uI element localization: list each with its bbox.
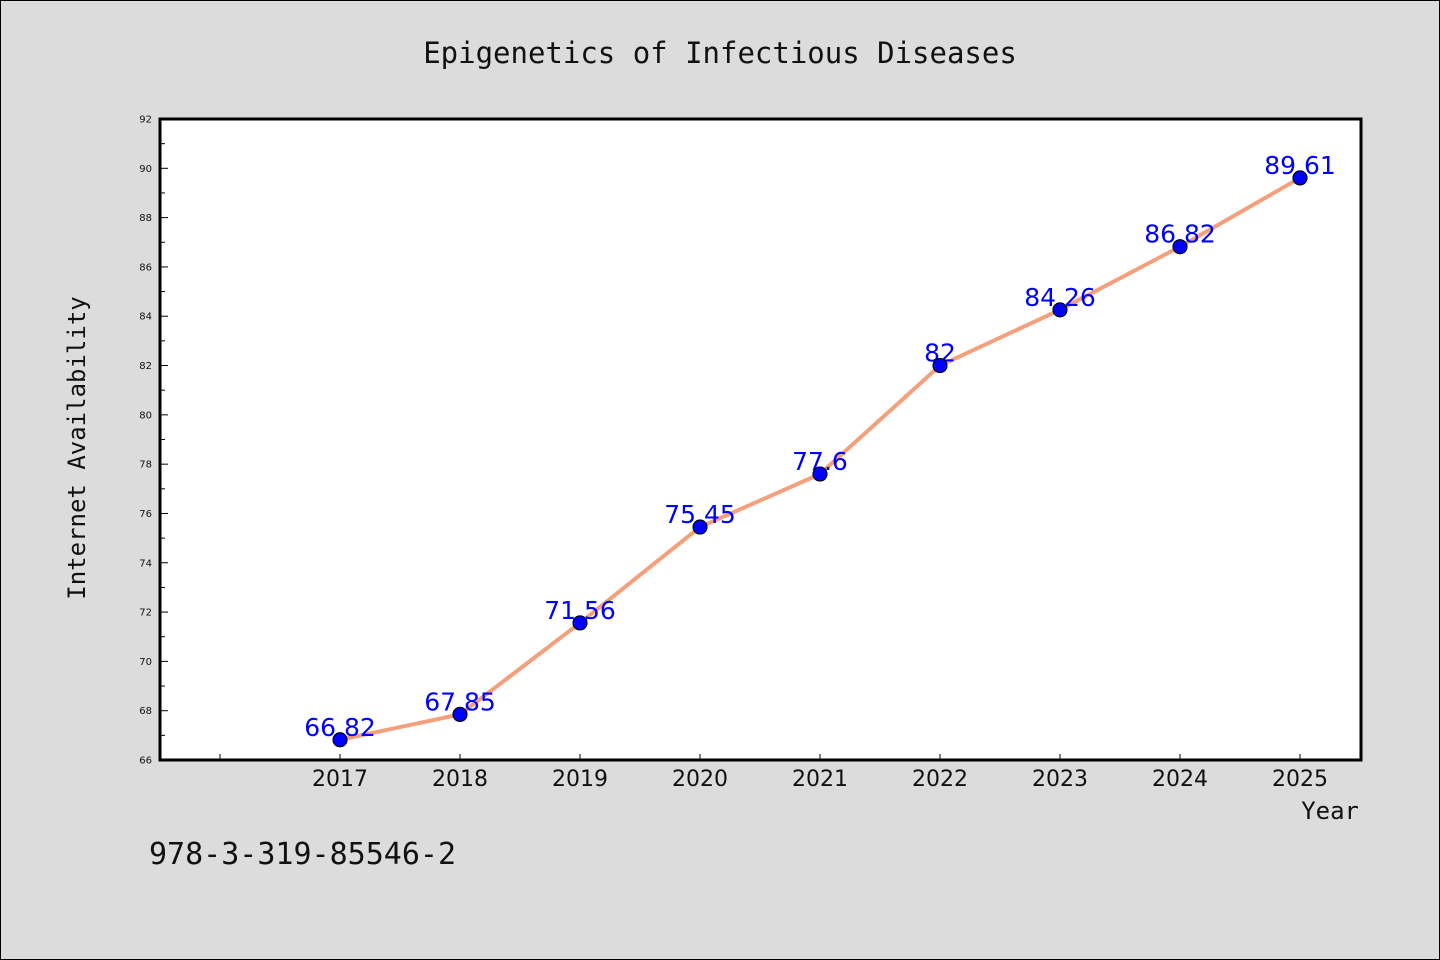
y-tick-label: 80: [139, 410, 152, 421]
y-tick-label: 86: [139, 262, 152, 273]
x-tick-label: 2017: [312, 767, 368, 792]
x-axis: 2017 2018 2019 2020 2021 2022 2023 2024 2025: [219, 754, 1328, 792]
x-tick-label: 2021: [792, 767, 848, 792]
y-tick-label: 90: [139, 164, 152, 175]
y-axis: 66 68 70 72 74 76 78 80 82 84 86 88 90 92: [139, 115, 168, 767]
y-tick-label: 70: [139, 657, 152, 668]
data-point-overlay: [452, 706, 468, 722]
x-tick-label: 2019: [552, 767, 608, 792]
x-tick-label: 2018: [432, 767, 488, 792]
plot-area: [160, 119, 1361, 760]
data-point-overlay: [932, 358, 948, 374]
chart-title: Epigenetics of Infectious Diseases: [423, 36, 1017, 70]
y-tick-label: 82: [139, 361, 152, 372]
y-tick-label: 74: [139, 558, 152, 569]
data-point-overlay: [1172, 239, 1188, 255]
x-tick-label: 2020: [672, 767, 728, 792]
data-point-overlay: [572, 615, 588, 631]
isbn-text: 978-3-319-85546-2: [149, 837, 456, 872]
plot-border: [158, 117, 1363, 762]
y-tick-label: 66: [139, 756, 152, 767]
y-tick-label: 72: [139, 608, 152, 619]
y-tick-label: 88: [139, 213, 152, 224]
y-axis-label: Internet Availability: [63, 296, 91, 599]
data-point-overlay: [1292, 170, 1308, 186]
y-tick-label: 92: [139, 115, 152, 126]
data-point-overlay: [812, 466, 828, 482]
x-tick-label: 2022: [912, 767, 968, 792]
x-tick-label: 2023: [1032, 767, 1088, 792]
x-axis-label: Year: [1301, 797, 1359, 825]
data-label-group: 66.8267.8571.5675.4577.68284.2686.8289.6…: [304, 151, 1336, 748]
data-point-overlay: [1052, 302, 1068, 318]
y-tick-label: 84: [139, 312, 152, 323]
data-point-overlay: [692, 519, 708, 535]
y-tick-label: 68: [139, 706, 152, 717]
y-tick-label: 76: [139, 509, 152, 520]
y-tick-label: 78: [139, 460, 152, 471]
data-point-overlay: [332, 732, 348, 748]
x-tick-label: 2025: [1272, 767, 1328, 792]
x-tick-label: 2024: [1152, 767, 1208, 792]
